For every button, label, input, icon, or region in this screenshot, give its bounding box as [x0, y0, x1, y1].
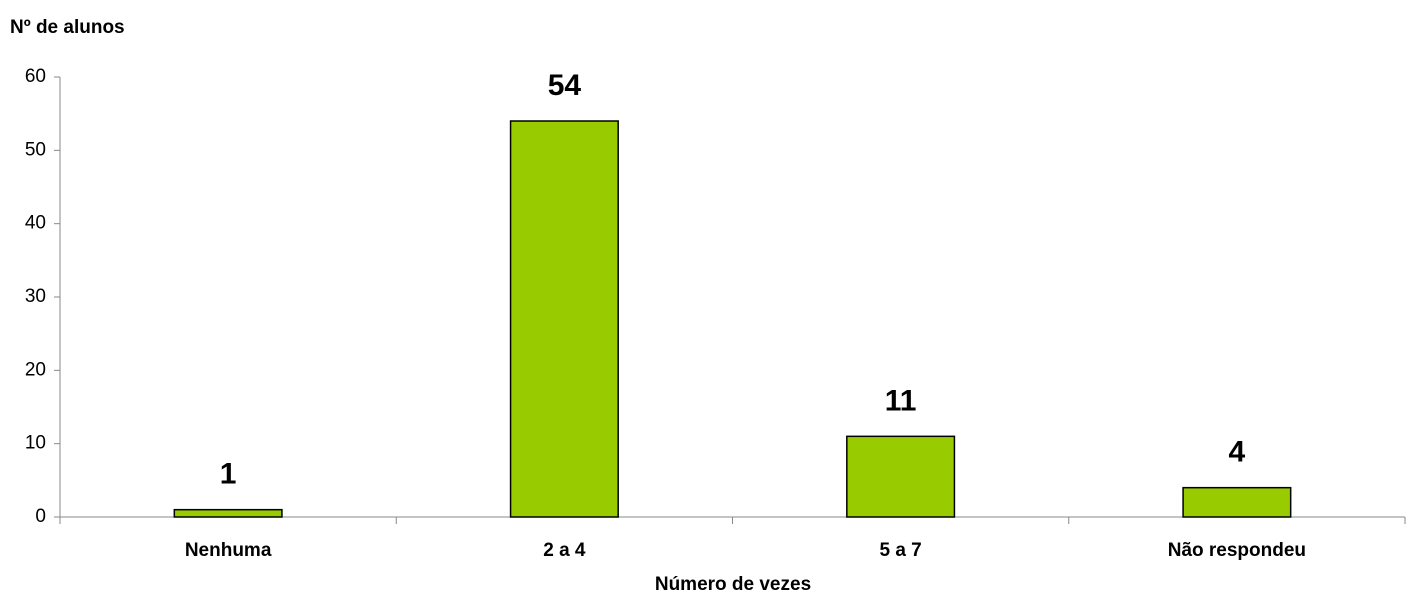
x-tick-label: Nenhuma: [185, 540, 272, 561]
y-tick-label: 10: [25, 433, 46, 454]
data-label: 1: [220, 458, 237, 491]
x-tick-label: Não respondeu: [1168, 540, 1306, 561]
bar: [1182, 486, 1292, 518]
data-label: 11: [885, 384, 917, 417]
data-label: 54: [548, 69, 582, 102]
y-tick-label: 0: [35, 506, 46, 527]
y-axis-label: Nº de alunos: [10, 17, 125, 38]
y-tick-label: 40: [25, 213, 46, 234]
bar: [509, 120, 619, 518]
x-axis-label: Número de vezes: [655, 574, 811, 595]
y-tick-label: 20: [25, 359, 46, 380]
x-tick-label: 5 a 7: [879, 540, 921, 561]
x-tick-label: 2 a 4: [543, 540, 586, 561]
bar: [846, 435, 956, 518]
y-tick-label: 60: [25, 66, 46, 87]
bar: [173, 508, 283, 518]
y-tick-label: 50: [25, 139, 46, 160]
data-label: 4: [1229, 436, 1246, 469]
y-tick-label: 30: [25, 286, 46, 307]
